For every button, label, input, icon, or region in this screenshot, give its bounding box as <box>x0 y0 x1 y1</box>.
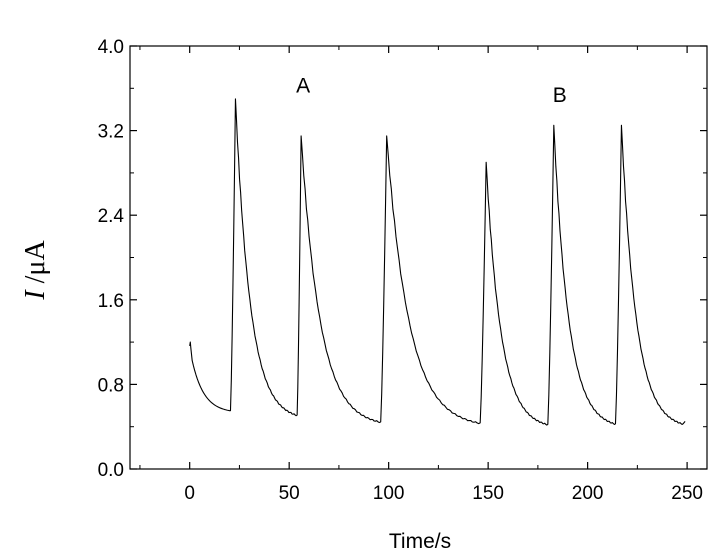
x-tick-label: 150 <box>472 483 504 504</box>
x-axis-label: Time/s <box>389 530 451 553</box>
x-tick-label: 100 <box>373 483 405 504</box>
x-tick-label: 0 <box>184 483 195 504</box>
y-axis-label-unit: /μA <box>20 240 51 291</box>
x-tick-label: 50 <box>279 483 300 504</box>
x-tick-label: 250 <box>671 483 703 504</box>
y-axis-label: I /μA <box>20 240 51 301</box>
annotation-label: B <box>553 84 567 107</box>
annotation-label: A <box>296 75 310 98</box>
y-tick-label: 3.2 <box>98 122 124 143</box>
y-tick-label: 4.0 <box>98 37 124 58</box>
y-tick-label: 0.8 <box>98 375 124 396</box>
y-axis-label-symbol: I <box>20 289 51 301</box>
y-tick-label: 1.6 <box>98 291 124 312</box>
y-tick-label: 2.4 <box>98 206 125 227</box>
plot-area: 0.0 0.8 1.6 2.4 3.2 4.0 0 50 100 150 200 250 A B <box>98 37 708 504</box>
series-line-current <box>189 98 686 426</box>
x-tick-label: 200 <box>572 483 604 504</box>
y-tick-label: 0.0 <box>98 460 124 481</box>
